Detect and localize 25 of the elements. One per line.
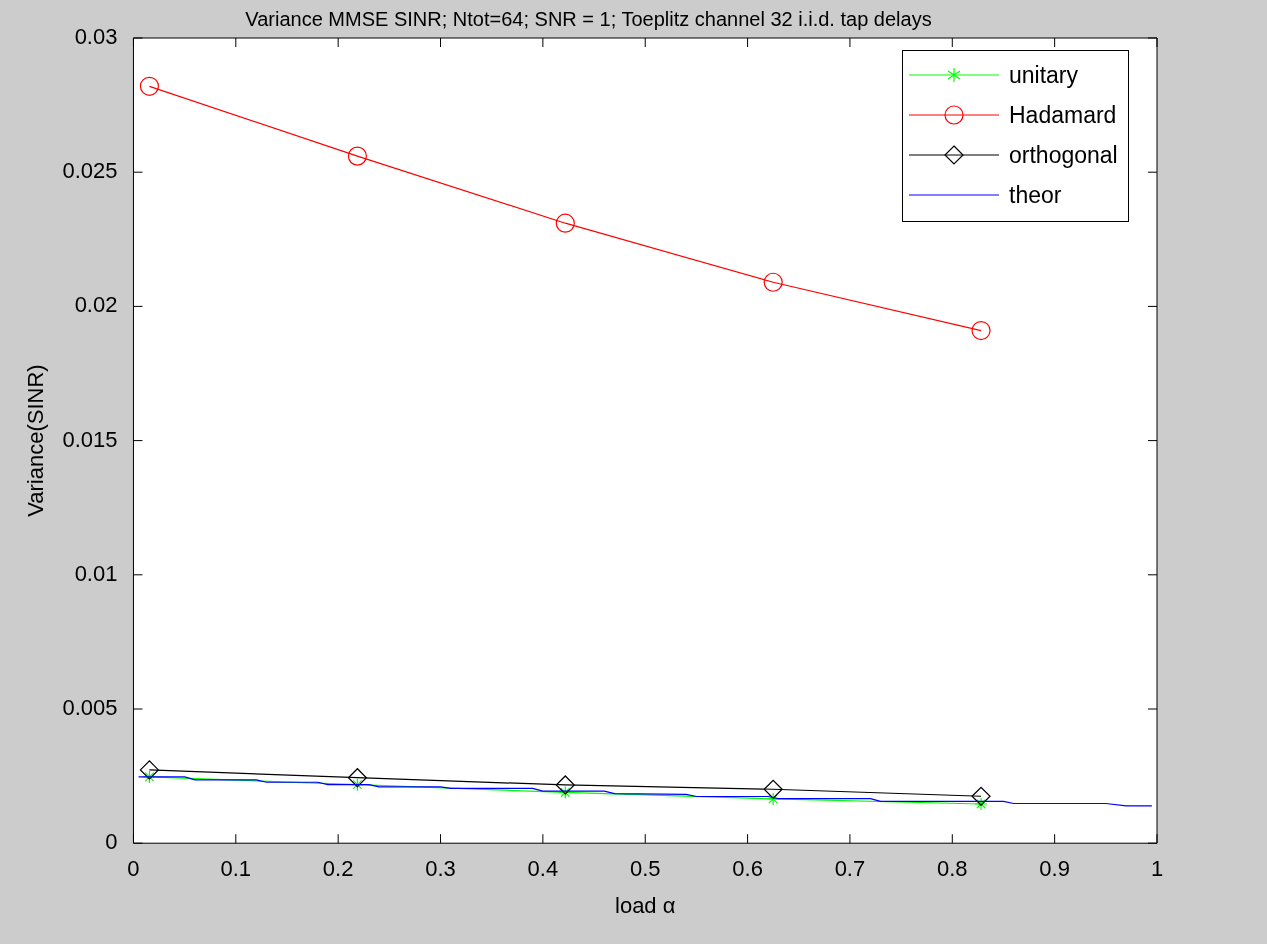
x-tick-label: 0.7 (834, 856, 866, 882)
y-tick-label: 0.03 (74, 24, 118, 50)
x-tick-label: 0.9 (1039, 856, 1070, 882)
x-tick-label: 1 (1150, 856, 1164, 882)
y-tick-label: 0.02 (74, 292, 118, 318)
x-tick-label: 0.5 (629, 856, 661, 882)
legend-label: orthogonal (1009, 141, 1118, 169)
legend-label: Hadamard (1009, 101, 1117, 129)
chart-title: Variance MMSE SINR; Ntot=64; SNR = 1; Toeplitz channel 32 i.i.d. tap delays (245, 7, 932, 30)
x-tick-label: 0 (127, 856, 140, 882)
y-axis-title: Variance(SINR) (23, 364, 49, 517)
y-tick-label: 0.01 (74, 560, 118, 586)
y-tick-label: 0.015 (62, 426, 118, 452)
x-tick-label: 0.6 (732, 856, 763, 882)
x-tick-label: 0.3 (425, 856, 456, 882)
x-tick-label: 0.8 (936, 856, 968, 882)
legend-label: unitary (1009, 61, 1079, 89)
x-tick-label: 0.1 (220, 856, 252, 882)
y-tick-label: 0 (105, 829, 118, 855)
y-tick-label: 0.005 (62, 695, 118, 721)
x-axis-title: load α (615, 892, 676, 918)
x-tick-label: 0.4 (527, 856, 559, 882)
x-tick-label: 0.2 (322, 856, 354, 882)
y-tick-label: 0.025 (62, 158, 118, 184)
legend-label: theor (1009, 181, 1062, 209)
